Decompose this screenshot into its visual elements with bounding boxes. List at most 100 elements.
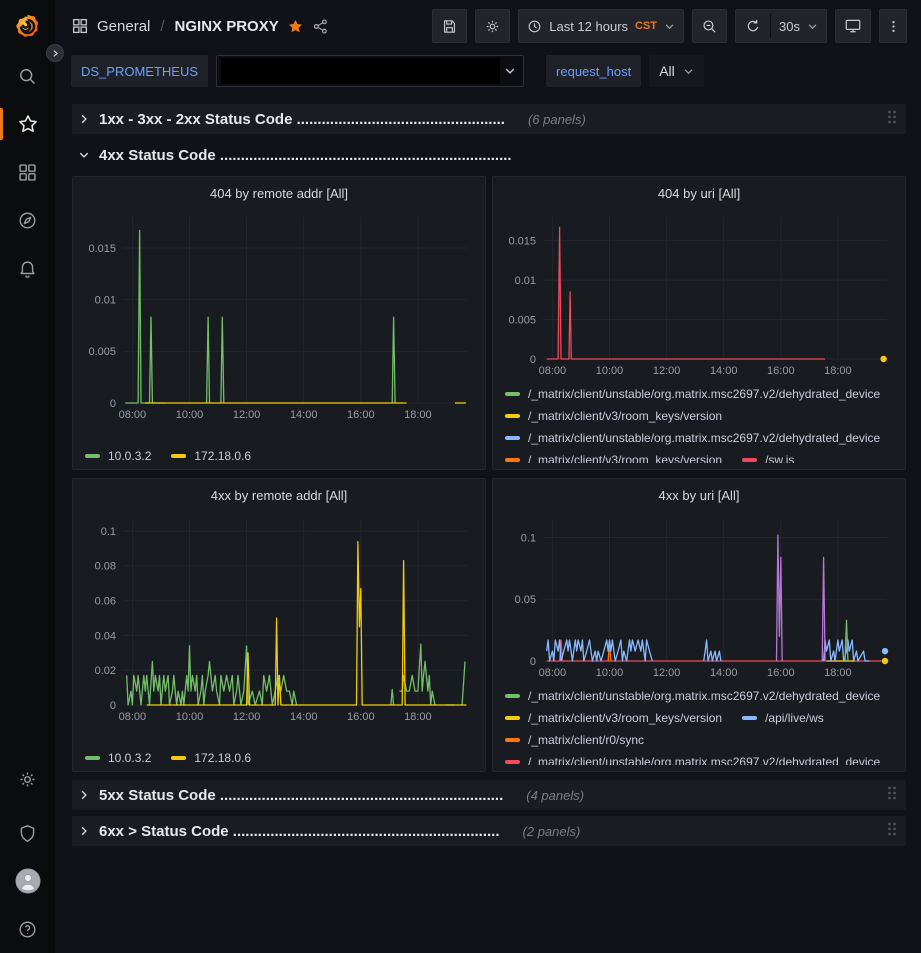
panel-4xx-by-uri[interactable]: 4xx by uri [All] 0 0.05 0.1 08:00 10:00 12:00… bbox=[492, 478, 906, 772]
legend-item[interactable]: 10.0.3.2 bbox=[85, 449, 151, 463]
panel-title[interactable]: 4xx by remote addr [All] bbox=[210, 488, 348, 503]
sidebar-item-search[interactable] bbox=[0, 52, 55, 100]
panel-title[interactable]: 404 by uri [All] bbox=[657, 186, 741, 201]
legend-label: 172.18.0.6 bbox=[194, 751, 252, 765]
panel-title[interactable]: 404 by remote addr [All] bbox=[209, 186, 349, 201]
sidebar-item-explore[interactable] bbox=[0, 196, 55, 244]
sidebar-item-dashboards[interactable] bbox=[0, 148, 55, 196]
legend-item[interactable]: /_matrix/client/v3/room_keys/version bbox=[505, 409, 722, 423]
sidebar-item-server-admin[interactable] bbox=[0, 809, 55, 857]
svg-text:0.06: 0.06 bbox=[95, 596, 116, 608]
sidebar-item-profile[interactable] bbox=[0, 857, 55, 905]
legend-item[interactable]: /_matrix/client/unstable/org.matrix.msc2… bbox=[505, 689, 880, 703]
sidebar-item-help[interactable] bbox=[0, 905, 55, 953]
svg-text:0: 0 bbox=[530, 354, 536, 366]
share-icon[interactable] bbox=[312, 18, 329, 35]
panel-legend: /_matrix/client/unstable/org.matrix.msc2… bbox=[501, 379, 897, 463]
svg-text:0.01: 0.01 bbox=[515, 275, 536, 287]
panel-404-by-remote-addr[interactable]: 404 by remote addr [All] 0 0.005 0.01 0.015… bbox=[72, 176, 486, 470]
legend-label: /_matrix/client/v3/room_keys/version bbox=[528, 453, 723, 463]
help-icon bbox=[19, 921, 36, 937]
time-series-chart[interactable]: 0 0.05 0.1 08:00 10:00 12:00 14:00 16:00 18:00 bbox=[501, 509, 897, 681]
svg-text:0.1: 0.1 bbox=[101, 526, 116, 538]
time-series-chart[interactable]: 0 0.005 0.01 0.015 08:00 10:00 12:00 14:00 16:00… bbox=[81, 207, 477, 423]
sidebar bbox=[0, 0, 64, 953]
shield-icon bbox=[20, 824, 35, 842]
sidebar-item-alerting[interactable] bbox=[0, 244, 55, 292]
dashboard-settings-button[interactable] bbox=[475, 9, 511, 43]
svg-text:18:00: 18:00 bbox=[404, 409, 432, 421]
svg-text:18:00: 18:00 bbox=[404, 711, 432, 723]
refresh-interval-dropdown[interactable]: 30s bbox=[771, 10, 826, 42]
legend-item[interactable]: /_matrix/client/r0/sync bbox=[505, 733, 644, 747]
chevron-down-icon bbox=[78, 149, 90, 161]
legend-item[interactable]: 172.18.0.6 bbox=[171, 449, 251, 463]
favorite-star-icon[interactable] bbox=[287, 18, 304, 35]
svg-text:0.1: 0.1 bbox=[521, 532, 536, 544]
legend-item[interactable]: /sw.js bbox=[742, 453, 794, 463]
search-icon bbox=[20, 68, 36, 84]
refresh-group: 30s bbox=[735, 9, 827, 43]
svg-text:0.005: 0.005 bbox=[88, 346, 116, 358]
legend-swatch bbox=[505, 760, 520, 764]
legend-swatch bbox=[505, 738, 520, 742]
time-series-chart[interactable]: 0 0.02 0.04 0.06 0.08 0.1 08:00 10:00 12:00 14:00… bbox=[81, 509, 477, 725]
legend-item[interactable]: 172.18.0.6 bbox=[171, 751, 251, 765]
clock-icon bbox=[528, 20, 541, 32]
svg-text:08:00: 08:00 bbox=[119, 711, 147, 723]
panel-4xx-by-remote-addr[interactable]: 4xx by remote addr [All] 0 0.02 0.04 0.06 0.… bbox=[72, 478, 486, 772]
svg-text:0: 0 bbox=[110, 398, 116, 410]
row-drag-handle[interactable] bbox=[886, 785, 898, 806]
variable-select-ds-prometheus[interactable] bbox=[216, 55, 525, 87]
row-header-4xx[interactable]: 4xx Status Code ........................… bbox=[72, 140, 906, 170]
panel-404-by-uri[interactable]: 404 by uri [All] 0 0.005 0.01 0.015 08:00 10:… bbox=[492, 176, 906, 470]
legend-item[interactable]: /_matrix/client/unstable/org.matrix.msc2… bbox=[505, 387, 880, 401]
legend-swatch bbox=[85, 756, 100, 760]
panel-title[interactable]: 4xx by uri [All] bbox=[658, 488, 740, 503]
legend-item[interactable]: /_matrix/client/v3/room_keys/version bbox=[505, 453, 722, 463]
more-options-button[interactable] bbox=[879, 9, 907, 43]
row-header-1xx-3xx-2xx[interactable]: 1xx - 3xx - 2xx Status Code ............… bbox=[72, 104, 906, 134]
redacted-value bbox=[221, 58, 501, 84]
breadcrumb-separator: / bbox=[160, 17, 165, 35]
svg-text:16:00: 16:00 bbox=[767, 365, 795, 377]
gear-icon bbox=[487, 20, 499, 32]
legend-item[interactable]: /_matrix/client/unstable/org.matrix.msc2… bbox=[505, 755, 880, 765]
legend-swatch bbox=[171, 756, 187, 760]
row-header-5xx[interactable]: 5xx Status Code ........................… bbox=[72, 780, 906, 810]
dashboard-topbar: General / NGINX PROXY Last 12 hours CST bbox=[55, 0, 921, 52]
svg-text:08:00: 08:00 bbox=[539, 667, 567, 679]
dashboard-title[interactable]: NGINX PROXY bbox=[174, 17, 279, 35]
sidebar-item-starred[interactable] bbox=[0, 100, 55, 148]
time-series-chart[interactable]: 0 0.005 0.01 0.015 08:00 10:00 12:00 14:00 16:00… bbox=[501, 207, 897, 379]
zoom-out-time-button[interactable] bbox=[692, 9, 728, 43]
variables-row: DS_PROMETHEUS request_host All bbox=[55, 52, 921, 90]
legend-item[interactable]: /api/live/ws bbox=[742, 711, 824, 725]
legend-label: /_matrix/client/unstable/org.matrix.msc2… bbox=[528, 689, 881, 703]
legend-swatch bbox=[505, 414, 520, 418]
legend-item[interactable]: 10.0.3.2 bbox=[85, 751, 151, 765]
time-range-picker[interactable]: Last 12 hours CST bbox=[518, 9, 685, 43]
svg-text:18:00: 18:00 bbox=[824, 667, 852, 679]
save-dashboard-button[interactable] bbox=[432, 9, 468, 43]
sidebar-expand-button[interactable] bbox=[46, 44, 64, 62]
svg-text:08:00: 08:00 bbox=[539, 365, 567, 377]
cycle-view-mode-button[interactable] bbox=[835, 9, 871, 43]
svg-text:14:00: 14:00 bbox=[290, 409, 318, 421]
row-drag-handle[interactable] bbox=[886, 109, 898, 130]
variable-select-request-host[interactable]: All bbox=[649, 55, 704, 87]
breadcrumb-folder[interactable]: General bbox=[97, 17, 151, 35]
row-panel-count: (6 panels) bbox=[527, 111, 586, 127]
svg-text:14:00: 14:00 bbox=[290, 711, 318, 723]
legend-item[interactable]: /_matrix/client/unstable/org.matrix.msc2… bbox=[505, 431, 880, 445]
legend-label: /sw.js bbox=[765, 453, 795, 463]
sidebar-item-configuration[interactable] bbox=[0, 755, 55, 803]
legend-item[interactable]: /_matrix/client/v3/room_keys/version bbox=[505, 711, 722, 725]
refresh-button[interactable] bbox=[736, 10, 770, 42]
legend-label: /_matrix/client/v3/room_keys/version bbox=[528, 409, 723, 423]
grafana-logo[interactable] bbox=[0, 0, 55, 52]
row-panel-count: (2 panels) bbox=[522, 823, 581, 839]
row-header-6xx[interactable]: 6xx > Status Code ......................… bbox=[72, 816, 906, 846]
row-drag-handle[interactable] bbox=[886, 821, 898, 842]
